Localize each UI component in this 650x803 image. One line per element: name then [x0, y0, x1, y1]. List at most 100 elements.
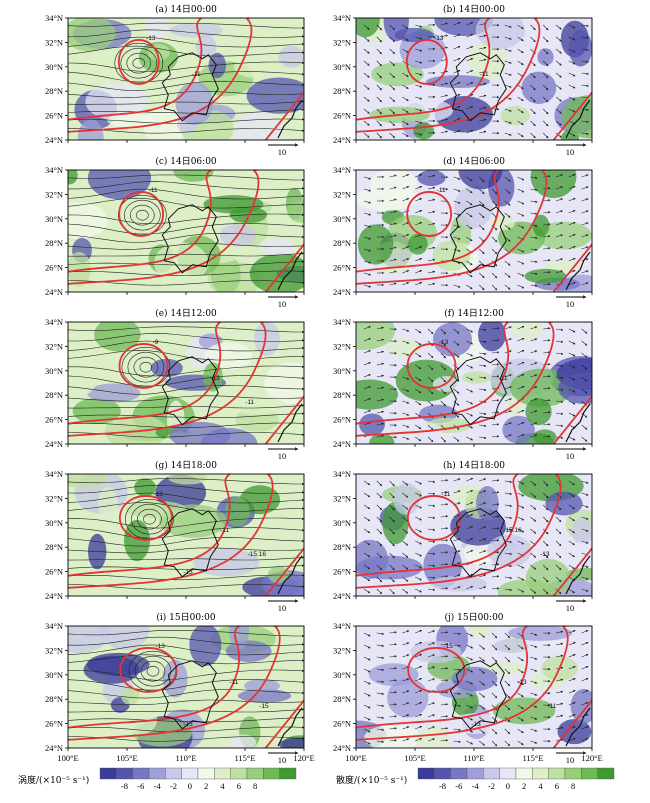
wind-arrow: [517, 588, 525, 593]
lat-tick-label: 32°N: [333, 493, 351, 503]
vortex-streamline: [120, 47, 158, 79]
wind-arrow: [542, 36, 549, 43]
wind-arrow: [427, 210, 436, 214]
lat-tick-label: 34°N: [333, 13, 351, 23]
lon-tick-label: 105°E: [116, 753, 137, 763]
wind-arrow: [363, 668, 371, 673]
map-panel-i: -13-11-15-13(i) 15日00:0024°N26°N28°N30°N…: [45, 612, 315, 765]
wind-arrow: [453, 340, 460, 346]
wind-arrow: [389, 679, 397, 682]
wind-arrow: [568, 257, 576, 262]
wind-arrow: [466, 106, 474, 110]
shading-patch: [467, 626, 491, 638]
wind-arrow: [543, 351, 551, 354]
panel-field-c: -11: [68, 170, 304, 292]
reference-vector-label: 10: [278, 603, 287, 613]
wind-arrow: [517, 108, 524, 114]
lat-tick-label: 28°N: [45, 238, 63, 248]
streamline: [68, 564, 304, 570]
contour-line: [356, 170, 549, 285]
streamline: [68, 630, 304, 638]
wind-arrow: [517, 284, 525, 289]
wind-arrow: [542, 576, 549, 583]
wind-arrow: [363, 326, 371, 330]
shading-patch: [86, 652, 150, 677]
lon-tick-label: 100°E: [345, 753, 366, 763]
wind-arrow: [402, 48, 409, 53]
legend-swatch: [246, 767, 264, 780]
wind-arrow: [389, 174, 397, 178]
wind-arrow: [555, 270, 564, 274]
wind-arrow: [427, 492, 436, 495]
wind-arrow: [376, 740, 385, 743]
wind-arrow: [427, 714, 436, 718]
wind-arrow: [478, 272, 485, 279]
wind-arrow: [530, 260, 538, 263]
wind-arrow: [415, 677, 423, 682]
wind-arrow: [389, 739, 397, 742]
wind-arrow: [568, 690, 576, 694]
wind-arrow: [363, 60, 370, 66]
wind-arrow: [402, 654, 410, 658]
wind-arrow: [555, 108, 562, 114]
shading-patch: [394, 27, 434, 43]
wind-arrow: [530, 504, 537, 510]
province-outline: [161, 508, 219, 578]
wind-arrow: [402, 528, 409, 534]
lon-tick-label: 110°E: [175, 753, 196, 763]
wind-arrow: [568, 388, 576, 393]
shading-patch: [356, 555, 423, 580]
wind-arrow: [517, 60, 524, 66]
wind-arrow: [466, 34, 474, 38]
wind-arrow: [543, 271, 551, 274]
streamline: [68, 537, 304, 547]
wind-arrow: [402, 174, 410, 178]
wind-arrow: [376, 704, 385, 707]
wind-arrow: [479, 130, 487, 134]
wind-arrow: [376, 48, 382, 55]
wind-arrow: [568, 60, 576, 65]
wind-arrow: [415, 737, 423, 742]
wind-arrow: [491, 435, 500, 438]
wind-arrow: [402, 436, 410, 440]
wind-arrow: [389, 492, 395, 499]
contour-line: [68, 18, 253, 133]
wind-arrow: [415, 340, 422, 346]
wind-arrow: [402, 24, 409, 29]
lat-tick-label: 34°N: [333, 469, 351, 479]
wind-arrow: [555, 702, 564, 706]
wind-arrow: [453, 586, 461, 590]
wind-arrow: [453, 248, 461, 252]
wind-arrow: [555, 364, 564, 367]
wind-arrow: [415, 132, 423, 136]
wind-arrow: [568, 185, 576, 190]
wind-arrow: [415, 186, 423, 190]
wind-arrow: [542, 480, 549, 487]
wind-arrow: [466, 22, 474, 26]
wind-arrow: [517, 716, 524, 722]
wind-arrow: [363, 338, 371, 342]
divergence-legend: 散度/(×10⁻⁵ s⁻¹) -8 -6 -4 -2 0 2 4 6 8: [336, 767, 615, 791]
wind-vectors: [363, 477, 589, 595]
wind-arrow: [581, 24, 589, 27]
coastline: [277, 403, 303, 443]
lat-tick-label: 26°N: [333, 263, 351, 273]
streamline: [68, 252, 304, 257]
shading-patch: [565, 567, 592, 581]
wind-arrow: [555, 412, 564, 415]
wind-arrow: [363, 48, 370, 54]
legend-tick-label: -2: [488, 781, 495, 791]
streamline: [68, 679, 304, 691]
wind-arrow: [427, 738, 436, 742]
legend-swatch: [214, 767, 231, 780]
contour-label: -11: [149, 187, 158, 194]
wind-arrow: [427, 702, 436, 706]
wind-arrow: [415, 96, 423, 100]
wind-arrow: [440, 22, 448, 26]
wind-arrow: [376, 326, 385, 330]
wind-arrow: [479, 118, 487, 122]
wind-arrow: [363, 176, 372, 180]
lat-tick-label: 28°N: [333, 390, 351, 400]
wind-arrow: [427, 480, 436, 483]
wind-arrow: [415, 725, 423, 730]
